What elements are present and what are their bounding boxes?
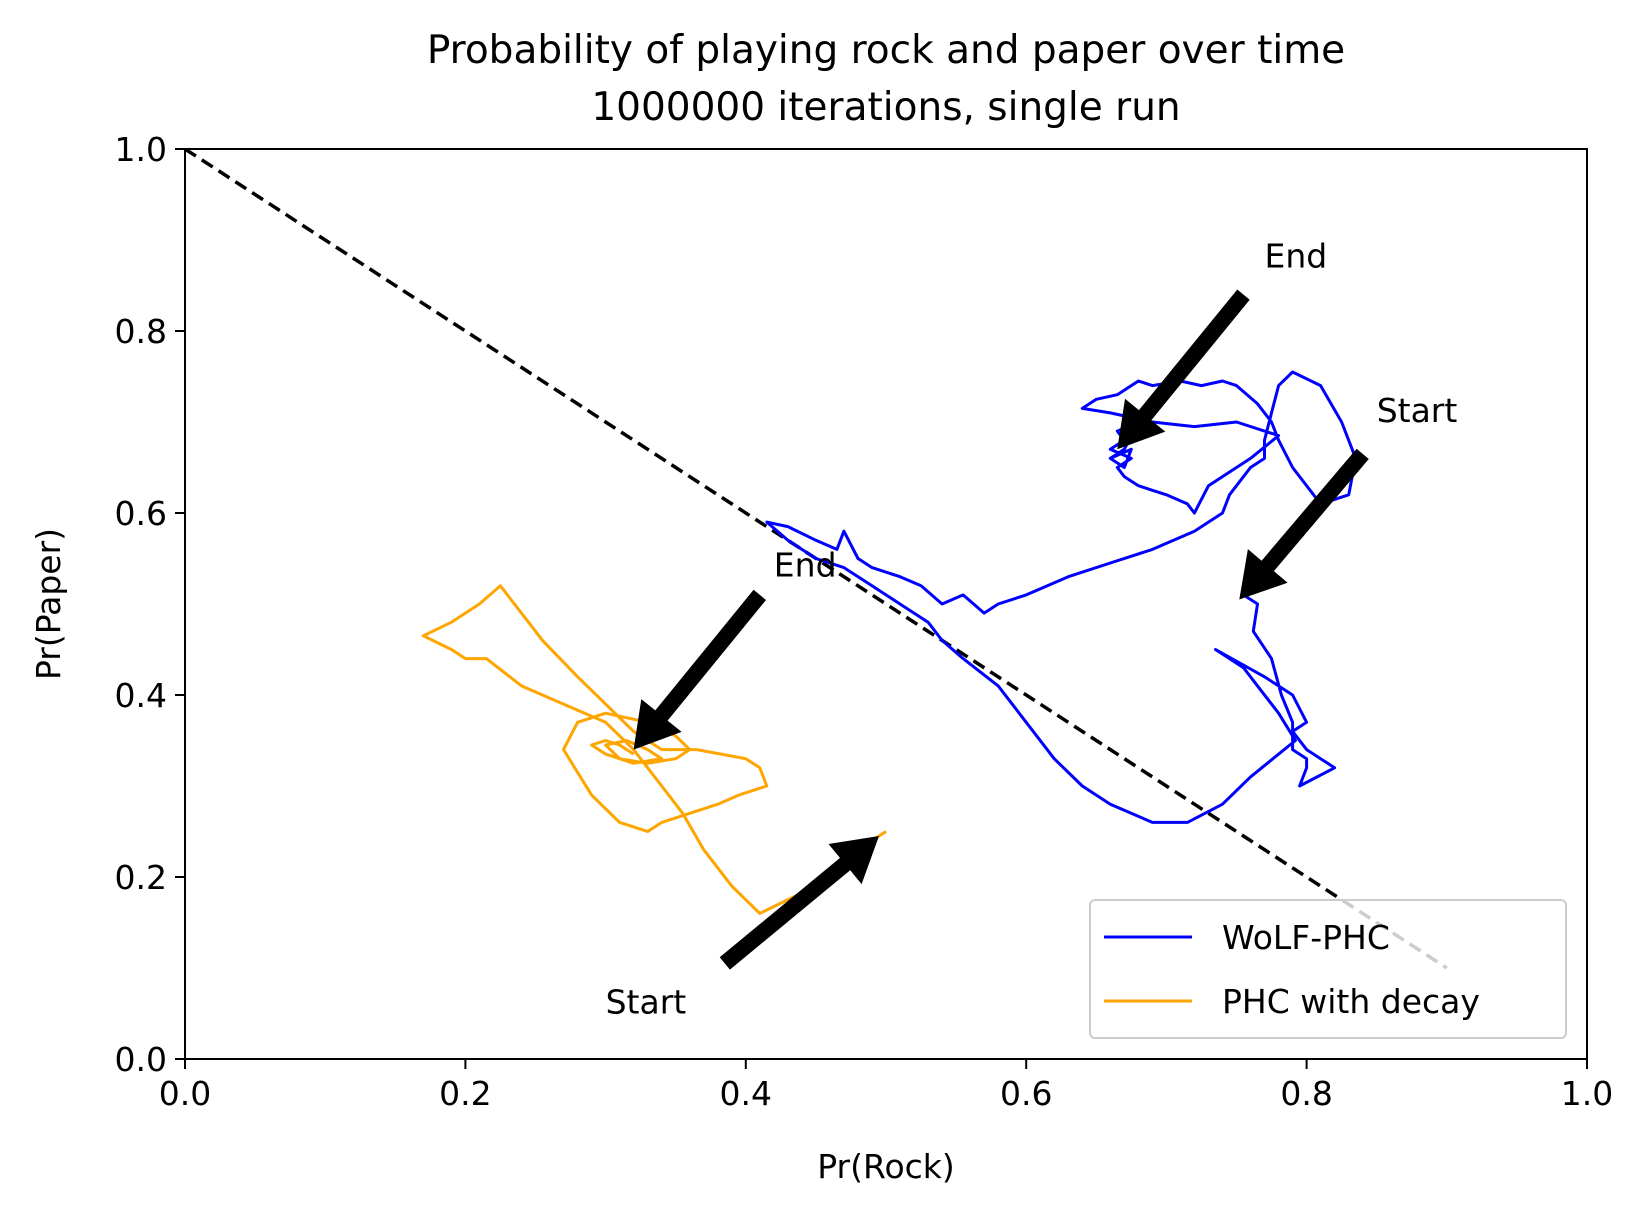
- annotation-arrow-end-1: [1117, 289, 1250, 450]
- annotation-label-end-3: End: [774, 546, 837, 585]
- tick-layer: 0.0 0.2 0.4 0.6 0.8 1.0 0.0 0.2 0.4 0.6 0.8 1.0: [115, 130, 1614, 1113]
- annotation-arrow-end-3: [633, 589, 766, 750]
- y-tick-label: 0.8: [115, 312, 167, 351]
- y-tick-label: 0.0: [115, 1040, 167, 1079]
- series-layer: [421, 370, 1358, 915]
- plot-frame: [184, 148, 1588, 1060]
- chart-title-line2: 1000000 iterations, single run: [591, 85, 1180, 130]
- annotation-arrow-start-4: [719, 836, 879, 970]
- annotation-label-end-1: End: [1265, 236, 1328, 275]
- x-tick-label: 0.6: [1000, 1074, 1052, 1113]
- y-tick-label: 0.2: [115, 858, 167, 897]
- x-tick-label: 1.0: [1561, 1074, 1613, 1113]
- annotation-label-start-2: Start: [1377, 391, 1458, 430]
- y-tick-label: 0.4: [115, 676, 167, 715]
- x-tick-label: 0.2: [439, 1074, 491, 1113]
- legend-label-wolf-phc: WoLF-PHC: [1222, 918, 1390, 957]
- x-tick-label: 0.4: [720, 1074, 772, 1113]
- legend-label-phc-with-decay: PHC with decay: [1222, 982, 1480, 1021]
- annotation-arrow-start-2: [1239, 448, 1369, 600]
- y-tick-label: 0.6: [115, 494, 167, 533]
- series-line-phc-with-decay: [421, 584, 887, 915]
- chart-title-line1: Probability of playing rock and paper ov…: [427, 28, 1345, 73]
- legend-box: [1089, 899, 1567, 1039]
- annotation-label-start-4: Start: [606, 983, 687, 1022]
- y-tick-label: 1.0: [115, 130, 167, 169]
- annotation-layer: End Start End Start: [606, 236, 1458, 1021]
- x-tick-label: 0.8: [1280, 1074, 1332, 1113]
- y-axis-label: Pr(Paper): [29, 528, 68, 680]
- x-tick-label: 0.0: [159, 1074, 211, 1113]
- legend: WoLF-PHC PHC with decay: [1089, 899, 1567, 1039]
- series-line-wolf-phc: [765, 370, 1358, 824]
- x-axis-label: Pr(Rock): [817, 1147, 955, 1186]
